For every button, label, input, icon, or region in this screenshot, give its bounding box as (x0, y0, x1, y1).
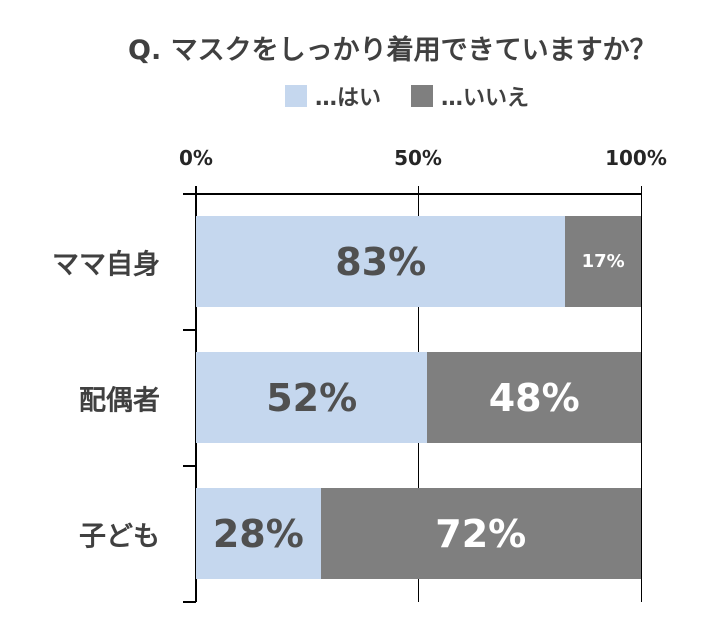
bar-segment-no: 17% (565, 216, 641, 307)
legend: …はい …いいえ (285, 80, 551, 112)
x-tick-50: 50% (394, 146, 442, 170)
bar-segment-no: 48% (427, 352, 641, 443)
category-label-child: 子ども (79, 521, 160, 553)
legend-item-no: …いいえ (411, 80, 529, 112)
bar-value-label: 28% (212, 511, 304, 556)
bar-segment-no: 72% (320, 488, 641, 579)
bar-value-label: 72% (435, 511, 527, 556)
gridline-100 (641, 186, 643, 602)
y-tick (183, 329, 196, 331)
chart-title: Q. マスクをしっかり着用できていますか？ (128, 35, 657, 66)
x-tick-0: 0% (179, 146, 213, 170)
legend-label-yes: …はい (315, 86, 382, 111)
bar-value-label: 52% (266, 375, 358, 420)
bar-value-label: 17% (581, 251, 625, 272)
category-label-spouse: 配偶者 (79, 385, 160, 417)
legend-swatch-yes (285, 85, 307, 107)
bar-segment-yes: 52% (196, 352, 428, 443)
bar-segment-yes: 83% (196, 216, 566, 307)
x-axis-line (183, 193, 642, 195)
legend-label-no: …いいえ (441, 86, 530, 111)
y-tick (183, 465, 196, 467)
x-tick-100: 100% (605, 146, 667, 170)
bar-value-label: 48% (488, 375, 580, 420)
y-axis-line (195, 186, 197, 602)
bar-value-label: 83% (335, 239, 427, 284)
category-label-mama: ママ自身 (52, 249, 160, 281)
legend-swatch-no (411, 85, 434, 107)
bar-segment-yes: 28% (196, 488, 321, 579)
y-tick (183, 601, 196, 603)
legend-item-yes: …はい (285, 80, 381, 112)
